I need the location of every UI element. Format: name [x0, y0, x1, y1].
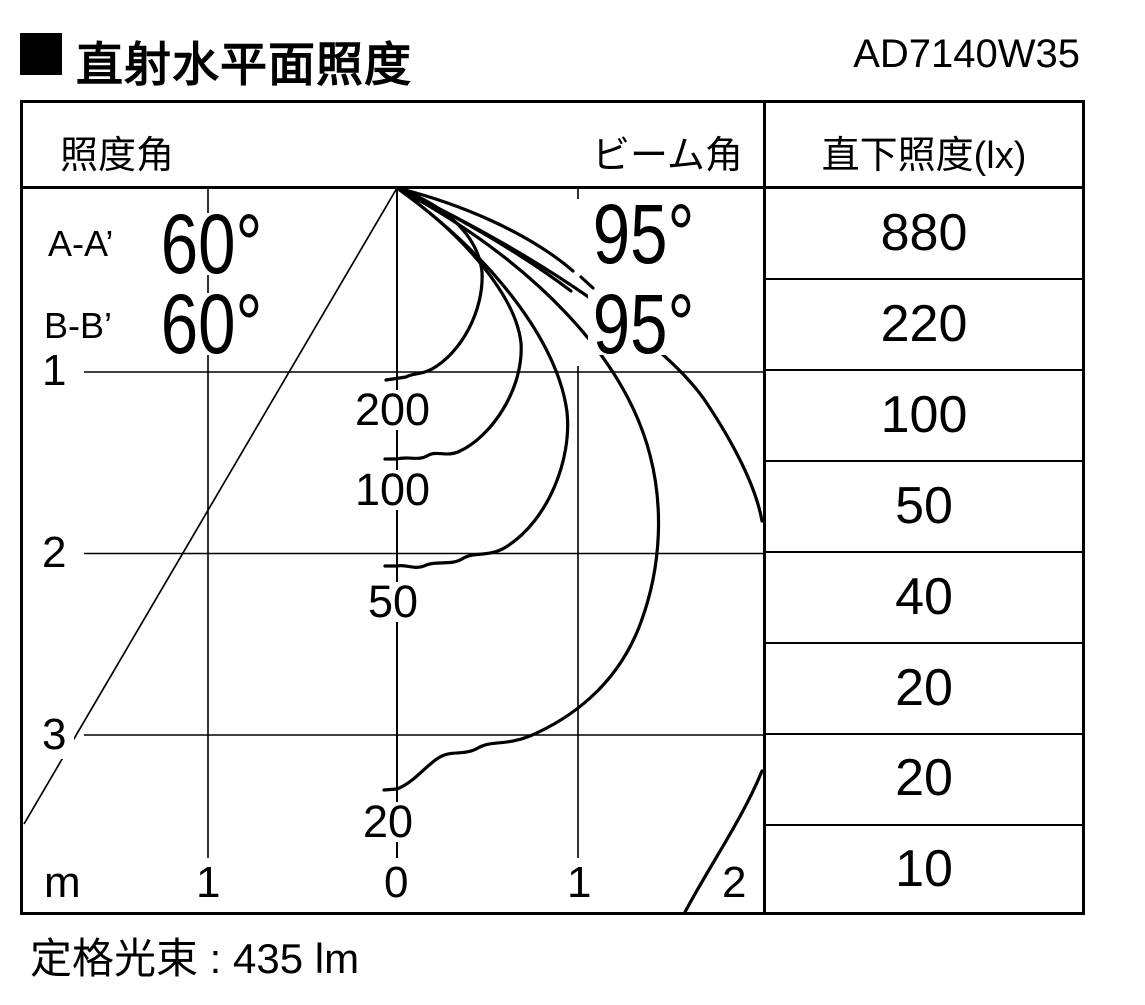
y-tick-2m: 2 [42, 528, 67, 577]
table-cell-value: 880 [880, 204, 968, 262]
table-cell-value: 40 [895, 568, 953, 626]
row-divider [766, 460, 1085, 462]
table-cell-value: 10 [895, 840, 953, 898]
x-tick-right2: 2 [722, 858, 747, 907]
section-label-bb: B-B’ [40, 306, 117, 346]
page-title: 直射水平面照度 [76, 38, 412, 91]
beam-angle-bb: 95° [588, 282, 700, 366]
contour-upper-branch-1 [395, 188, 575, 273]
y-tick-1m: 1 [42, 346, 67, 395]
contour-label-50: 50 [365, 579, 422, 624]
header-beam-angle: ビーム角 [592, 135, 743, 177]
row-divider [766, 733, 1085, 735]
angle-diagonal [23, 188, 398, 825]
row-divider [766, 278, 1085, 280]
table-cell-value: 20 [895, 749, 953, 807]
contour-50lx [383, 188, 570, 570]
header-direct-illuminance: 直下照度(lx) [821, 135, 1027, 177]
y-tick-3m: 3 [34, 711, 75, 759]
table-cell-value: 100 [880, 386, 968, 444]
contour-branch-dash [579, 275, 595, 290]
row-divider [766, 824, 1085, 826]
contour-100lx [383, 188, 523, 461]
model-number: AD7140W35 [853, 32, 1080, 76]
row-divider [766, 369, 1085, 371]
table-header-divider [20, 186, 1085, 189]
table-cell-value: 220 [880, 295, 968, 353]
rated-luminous-flux: 定格光束 : 435 lm [30, 935, 360, 982]
contour-label-200: 200 [352, 387, 434, 432]
table-cell-value: 20 [895, 659, 953, 717]
contour-20lx [382, 188, 661, 792]
table-column-divider [763, 100, 766, 915]
illuminance-angle-bb: 60° [156, 282, 268, 366]
x-tick-0: 0 [384, 858, 409, 907]
contour-10lx-return [682, 769, 763, 915]
row-divider [766, 551, 1085, 553]
beam-angle-aa: 95° [588, 192, 700, 276]
header-illuminance-angle: 照度角 [60, 135, 175, 177]
row-divider [766, 642, 1085, 644]
square-bullet-icon [20, 33, 62, 75]
contour-label-20: 20 [360, 799, 417, 844]
table-cell-value: 50 [895, 477, 953, 535]
section-label-aa: A-A’ [44, 224, 118, 264]
isolux-chart [23, 188, 763, 915]
illuminance-angle-aa: 60° [156, 202, 268, 286]
contour-label-100: 100 [352, 467, 434, 512]
contour-upper-branch-2 [395, 188, 573, 293]
x-tick-right1: 1 [567, 858, 592, 907]
x-tick-left1: 1 [196, 858, 221, 907]
x-tick-m: m [44, 858, 81, 907]
